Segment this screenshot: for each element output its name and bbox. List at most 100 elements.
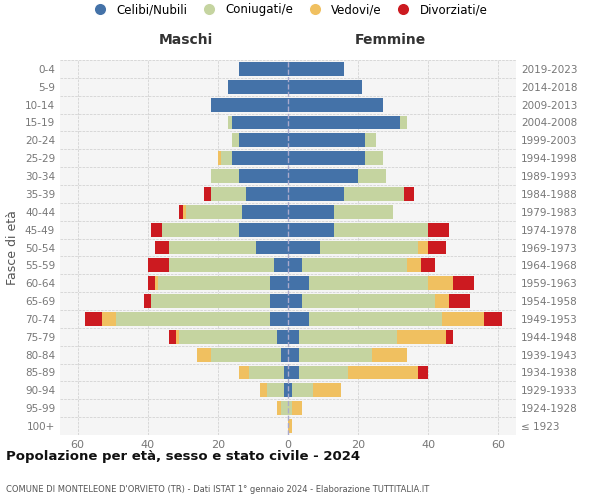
Text: Maschi: Maschi xyxy=(158,34,212,48)
Bar xyxy=(288,62,344,76)
Bar xyxy=(186,205,242,219)
Bar xyxy=(211,348,281,362)
Bar xyxy=(288,348,299,362)
Bar xyxy=(204,187,211,201)
Bar xyxy=(179,330,277,344)
Bar xyxy=(232,116,288,130)
Bar xyxy=(277,330,288,344)
Bar xyxy=(271,276,288,290)
Bar xyxy=(144,294,151,308)
Bar xyxy=(292,384,313,398)
Bar xyxy=(221,151,232,165)
Bar xyxy=(344,187,404,201)
Bar xyxy=(151,294,271,308)
Bar xyxy=(428,276,453,290)
Bar xyxy=(313,384,341,398)
Bar xyxy=(169,258,274,272)
Bar xyxy=(232,134,239,147)
Bar xyxy=(428,222,449,236)
Bar xyxy=(239,134,288,147)
Bar xyxy=(158,276,271,290)
Bar xyxy=(442,312,484,326)
Y-axis label: Fasce di età: Fasce di età xyxy=(7,210,19,285)
Bar xyxy=(299,366,347,380)
Bar xyxy=(288,240,320,254)
Bar xyxy=(284,384,288,398)
Bar xyxy=(302,258,407,272)
Bar xyxy=(85,312,102,326)
Bar xyxy=(260,384,267,398)
Bar xyxy=(365,151,383,165)
Bar xyxy=(292,401,302,415)
Bar xyxy=(179,205,183,219)
Bar xyxy=(288,222,334,236)
Bar xyxy=(421,258,436,272)
Bar xyxy=(267,384,284,398)
Bar xyxy=(148,276,155,290)
Bar xyxy=(211,187,246,201)
Bar xyxy=(288,419,292,433)
Bar xyxy=(288,169,358,183)
Y-axis label: Anni di nascita: Anni di nascita xyxy=(597,201,600,294)
Bar xyxy=(242,205,288,219)
Bar xyxy=(288,151,365,165)
Bar xyxy=(365,134,376,147)
Bar xyxy=(281,348,288,362)
Bar xyxy=(176,330,179,344)
Bar xyxy=(151,222,162,236)
Bar xyxy=(102,312,116,326)
Bar xyxy=(148,258,169,272)
Bar xyxy=(288,116,400,130)
Bar xyxy=(288,187,344,201)
Bar xyxy=(274,258,288,272)
Bar xyxy=(211,169,239,183)
Bar xyxy=(320,240,418,254)
Bar xyxy=(288,80,362,94)
Text: Popolazione per età, sesso e stato civile - 2024: Popolazione per età, sesso e stato civil… xyxy=(6,450,360,463)
Bar xyxy=(302,294,436,308)
Bar xyxy=(453,276,474,290)
Bar xyxy=(400,116,407,130)
Bar xyxy=(288,134,365,147)
Bar xyxy=(271,294,288,308)
Bar xyxy=(288,330,299,344)
Bar xyxy=(229,80,288,94)
Bar xyxy=(484,312,502,326)
Legend: Celibi/Nubili, Coniugati/e, Vedovi/e, Divorziati/e: Celibi/Nubili, Coniugati/e, Vedovi/e, Di… xyxy=(84,0,492,21)
Bar xyxy=(288,98,383,112)
Bar xyxy=(334,205,393,219)
Bar xyxy=(299,330,397,344)
Bar xyxy=(218,151,221,165)
Bar xyxy=(250,366,284,380)
Bar xyxy=(446,330,453,344)
Bar xyxy=(232,151,288,165)
Bar xyxy=(116,312,271,326)
Bar xyxy=(162,222,239,236)
Bar xyxy=(239,222,288,236)
Bar xyxy=(404,187,414,201)
Bar xyxy=(281,401,288,415)
Bar xyxy=(347,366,418,380)
Bar xyxy=(418,240,428,254)
Bar xyxy=(271,312,288,326)
Bar xyxy=(309,276,428,290)
Bar xyxy=(256,240,288,254)
Bar xyxy=(428,240,446,254)
Bar xyxy=(229,116,232,130)
Text: COMUNE DI MONTELEONE D'ORVIETO (TR) - Dati ISTAT 1° gennaio 2024 - Elaborazione : COMUNE DI MONTELEONE D'ORVIETO (TR) - Da… xyxy=(6,485,429,494)
Bar xyxy=(407,258,421,272)
Bar xyxy=(288,401,292,415)
Bar xyxy=(183,205,186,219)
Bar xyxy=(155,276,158,290)
Bar xyxy=(288,384,292,398)
Bar xyxy=(155,240,169,254)
Bar xyxy=(288,205,334,219)
Text: Femmine: Femmine xyxy=(355,34,426,48)
Bar xyxy=(246,187,288,201)
Bar xyxy=(418,366,428,380)
Bar xyxy=(288,294,302,308)
Bar xyxy=(284,366,288,380)
Bar xyxy=(309,312,442,326)
Bar xyxy=(211,98,288,112)
Bar xyxy=(169,240,256,254)
